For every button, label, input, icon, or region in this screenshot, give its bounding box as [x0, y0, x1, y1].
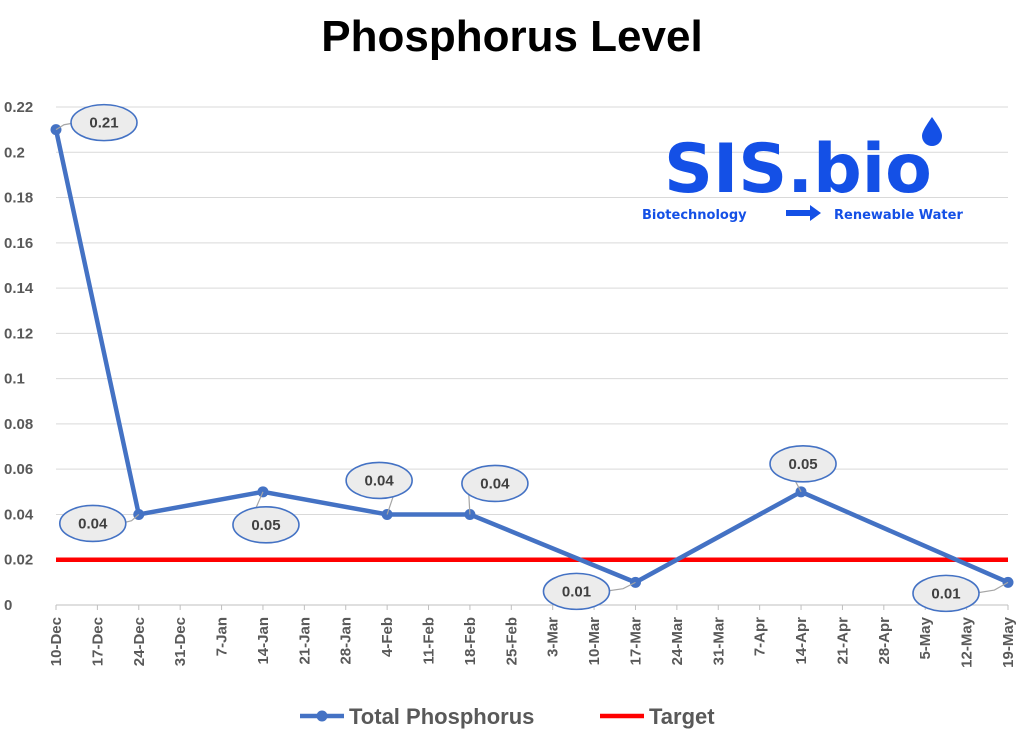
x-tick-label: 18-Feb	[462, 617, 479, 665]
y-tick-label: 0.04	[4, 506, 34, 523]
x-tick-label: 7-Apr	[752, 617, 769, 656]
data-label-text: 0.04	[78, 515, 108, 532]
data-label: 0.05	[769, 445, 837, 493]
data-label-bubble	[70, 103, 138, 142]
y-tick-label: 0.2	[4, 144, 25, 161]
data-label-bubble	[542, 572, 611, 611]
data-label-text: 0.05	[788, 456, 817, 473]
sis-bio-logo: SIS.bio Biotechnology Renewable Water	[642, 117, 963, 223]
y-tick-label: 0.22	[4, 99, 33, 116]
x-tick-label: 21-Jan	[296, 617, 313, 665]
data-label-callouts: 0.21 0.04 0.05 0.04 0.04 0.01 0.05 0.01	[55, 103, 1009, 613]
x-tick-label: 24-Dec	[131, 617, 148, 666]
logo-wordmark: SIS.bio	[664, 130, 932, 209]
data-label-leader	[973, 581, 1009, 594]
x-tick-label: 4-Feb	[379, 617, 396, 657]
data-label: 0.01	[912, 574, 1009, 613]
legend: Total Phosphorus Target	[300, 704, 715, 729]
legend-marker	[316, 710, 328, 722]
y-tick-label: 0.06	[4, 461, 33, 478]
x-tick-label: 7-Jan	[214, 617, 231, 656]
y-tick-label: 0.12	[4, 325, 33, 342]
x-tick-label: 12-May	[959, 616, 976, 668]
data-label: 0.04	[461, 464, 529, 515]
x-tick-label: 24-Mar	[669, 617, 686, 666]
data-label: 0.01	[542, 572, 636, 611]
data-label-bubble	[345, 461, 413, 500]
data-label: 0.04	[345, 461, 413, 515]
data-label-text: 0.01	[931, 585, 960, 602]
x-tick-label: 21-Apr	[834, 617, 851, 665]
x-tick-label: 10-Dec	[48, 617, 65, 666]
data-label-leader	[604, 581, 636, 592]
x-tick-label: 14-Apr	[793, 617, 810, 665]
x-tick-label: 28-Jan	[338, 617, 355, 665]
x-axis-ticks: 10-Dec 17-Dec 24-Dec 31-Dec 7-Jan 14-Jan 21-Ja…	[48, 605, 1017, 668]
y-tick-label: 0.14	[4, 280, 34, 297]
y-tick-label: 0.18	[4, 190, 33, 207]
x-tick-label: 11-Feb	[421, 617, 438, 665]
total-phosphorus-line	[53, 129, 1009, 585]
data-label-text: 0.21	[89, 115, 118, 132]
logo-water-drop-icon	[922, 117, 942, 146]
data-label-bubble	[461, 464, 529, 503]
x-tick-label: 14-Jan	[255, 617, 272, 665]
data-label-bubble	[58, 504, 127, 543]
x-tick-label: 31-Mar	[710, 617, 727, 666]
y-tick-label: 0.16	[4, 235, 33, 252]
data-label: 0.21	[55, 103, 138, 142]
x-tick-label: 17-Mar	[627, 617, 644, 666]
data-label-text: 0.05	[251, 517, 280, 534]
y-tick-label: 0.08	[4, 416, 33, 433]
data-label-text: 0.04	[365, 472, 395, 489]
legend-item-total-phosphorus: Total Phosphorus	[300, 704, 534, 729]
x-tick-label: 10-Mar	[586, 617, 603, 666]
data-label-text: 0.01	[562, 583, 591, 600]
data-label-bubble	[912, 574, 980, 613]
data-label: 0.04	[58, 504, 140, 543]
logo-arrow-icon	[786, 205, 821, 221]
data-label: 0.05	[232, 491, 300, 544]
y-tick-label: 0	[4, 597, 12, 614]
legend-label: Target	[649, 704, 715, 729]
x-tick-label: 28-Apr	[876, 617, 893, 665]
x-tick-label: 17-Dec	[89, 617, 106, 666]
logo-tagline-renewable-water: Renewable Water	[834, 208, 963, 223]
chart-title: Phosphorus Level	[321, 12, 703, 61]
x-tick-label: 25-Feb	[503, 617, 520, 665]
logo-tagline-biotechnology: Biotechnology	[642, 208, 747, 223]
legend-item-target: Target	[600, 704, 715, 729]
data-label-bubble	[232, 506, 300, 544]
legend-label: Total Phosphorus	[349, 704, 534, 729]
y-axis-ticks: 0 0.02 0.04 0.06 0.08 0.1 0.12 0.14 0.16 0.18 0.2 0…	[4, 99, 34, 614]
x-tick-label: 19-May	[1000, 616, 1017, 668]
data-label-text: 0.04	[480, 475, 510, 492]
y-tick-label: 0.1	[4, 371, 25, 388]
x-tick-label: 5-May	[917, 616, 934, 659]
x-tick-label: 3-Mar	[545, 617, 562, 657]
y-tick-label: 0.02	[4, 552, 33, 569]
x-tick-label: 31-Dec	[172, 617, 189, 666]
data-label-bubble	[769, 445, 837, 483]
